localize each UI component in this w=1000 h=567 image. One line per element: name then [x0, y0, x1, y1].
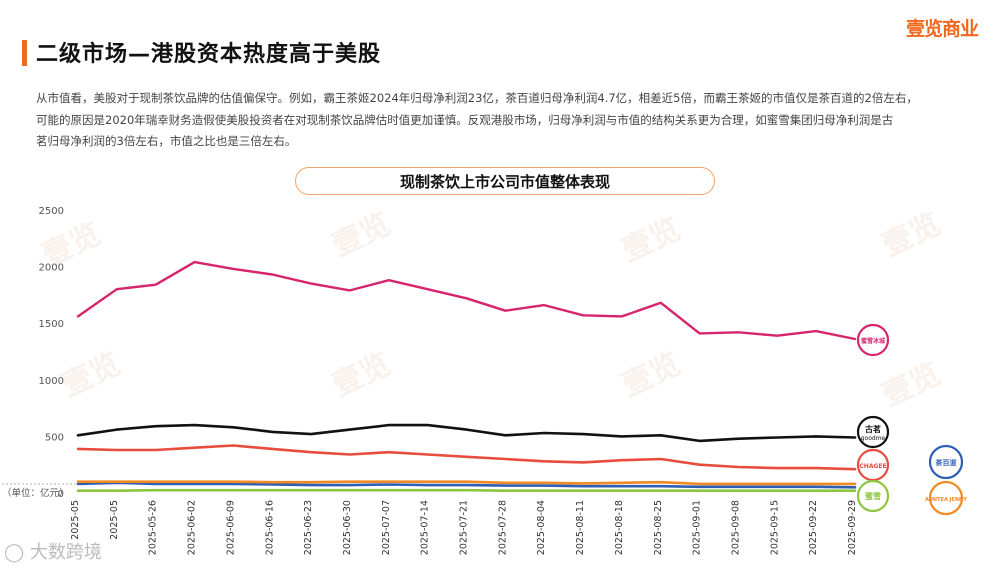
x-tick-label: 2025-06-09: [225, 500, 236, 555]
end-marker-label: 蜜雪冰城: [861, 337, 885, 345]
end-marker-label: 古茗: [865, 424, 881, 434]
footer-logo-icon: ◯: [4, 542, 25, 563]
footer-brand: ◯ 大数跨境: [4, 538, 102, 564]
x-tick-label: 2025-05: [109, 500, 120, 540]
y-tick-label: 1500: [39, 319, 64, 330]
y-tick-label: 500: [45, 432, 64, 443]
x-tick-label: 2025-06-02: [187, 500, 198, 555]
x-tick-label: 2025-08-25: [653, 500, 664, 555]
x-tick-label: 2025-07-07: [381, 500, 392, 555]
end-marker-mixue: [856, 323, 890, 357]
description-line: 从市值看，美股对于现制茶饮品牌的估值偏保守。例如，霸王茶姬2024年归母净利润2…: [36, 91, 918, 105]
page-title: 二级市场—港股资本热度高于美股: [36, 42, 382, 67]
footer-brand-text: 大数跨境: [29, 542, 102, 563]
x-tick-label: 2025-06-23: [303, 500, 314, 555]
end-marker-mixue_green: [856, 479, 890, 513]
y-tick-label: 2500: [39, 206, 64, 217]
x-tick-label: 2025-08-18: [614, 500, 625, 555]
end-marker-sublabel: goodme: [861, 435, 886, 442]
end-marker-guming: [856, 415, 890, 449]
series-line-mixue_green: [76, 488, 857, 492]
side-marker: [928, 480, 964, 516]
x-tick-label: 2025-08-04: [536, 500, 547, 555]
end-marker-label: 蜜雪: [865, 491, 881, 501]
x-tick-label: 2025-08-11: [575, 500, 586, 555]
y-tick-label: 2000: [39, 263, 64, 274]
x-tick-label: 2025-06-30: [342, 500, 353, 555]
series-line-mixue: [76, 260, 857, 341]
x-tick-label: 2025-05-26: [148, 500, 159, 555]
description: 从市值看，美股对于现制茶饮品牌的估值偏保守。例如，霸王茶姬2024年归母净利润2…: [36, 88, 986, 153]
x-tick-label: 2025-09-08: [730, 500, 741, 555]
series-line-chagee: [76, 444, 857, 471]
description-line: 可能的原因是2020年瑞幸财务造假使美股投资者在对现制茶饮品牌估时值更加谨慎。反…: [36, 112, 894, 127]
series-line-auntea: [76, 480, 857, 486]
x-tick-label: 2025-07-28: [497, 500, 508, 555]
x-tick-label: 2025-05: [70, 500, 81, 540]
x-tick-label: 2025-07-21: [459, 500, 470, 555]
unit-label: （单位：亿元）: [2, 487, 69, 499]
x-tick-label: 2025-09-01: [692, 500, 703, 555]
series-line-guming: [76, 423, 857, 443]
series-line-chabaidao: [76, 481, 857, 489]
x-tick-label: 2025-06-16: [264, 500, 275, 555]
y-tick-label: 1000: [39, 376, 64, 387]
brand-logo: 壹览商业: [906, 18, 979, 40]
title-accent-bar: [22, 40, 27, 66]
x-tick-label: 2025-09-29: [847, 500, 858, 555]
end-marker-label: CHAGEE: [859, 463, 886, 470]
description-line: 茗归母净利润的3倍左右，市值之比也是三倍左右。: [36, 134, 297, 148]
side-marker: [928, 444, 964, 480]
side-marker-label: AUNTEA JENNY: [925, 497, 967, 503]
x-tick-label: 2025-07-14: [420, 500, 431, 555]
x-tick-label: 2025-09-22: [808, 500, 819, 555]
chart-title: 现制茶饮上市公司市值整体表现: [295, 167, 715, 195]
x-tick-label: 2025-09-15: [769, 500, 780, 555]
y-tick-label: 0: [58, 489, 64, 500]
side-marker-label: 茶百道: [935, 458, 957, 467]
